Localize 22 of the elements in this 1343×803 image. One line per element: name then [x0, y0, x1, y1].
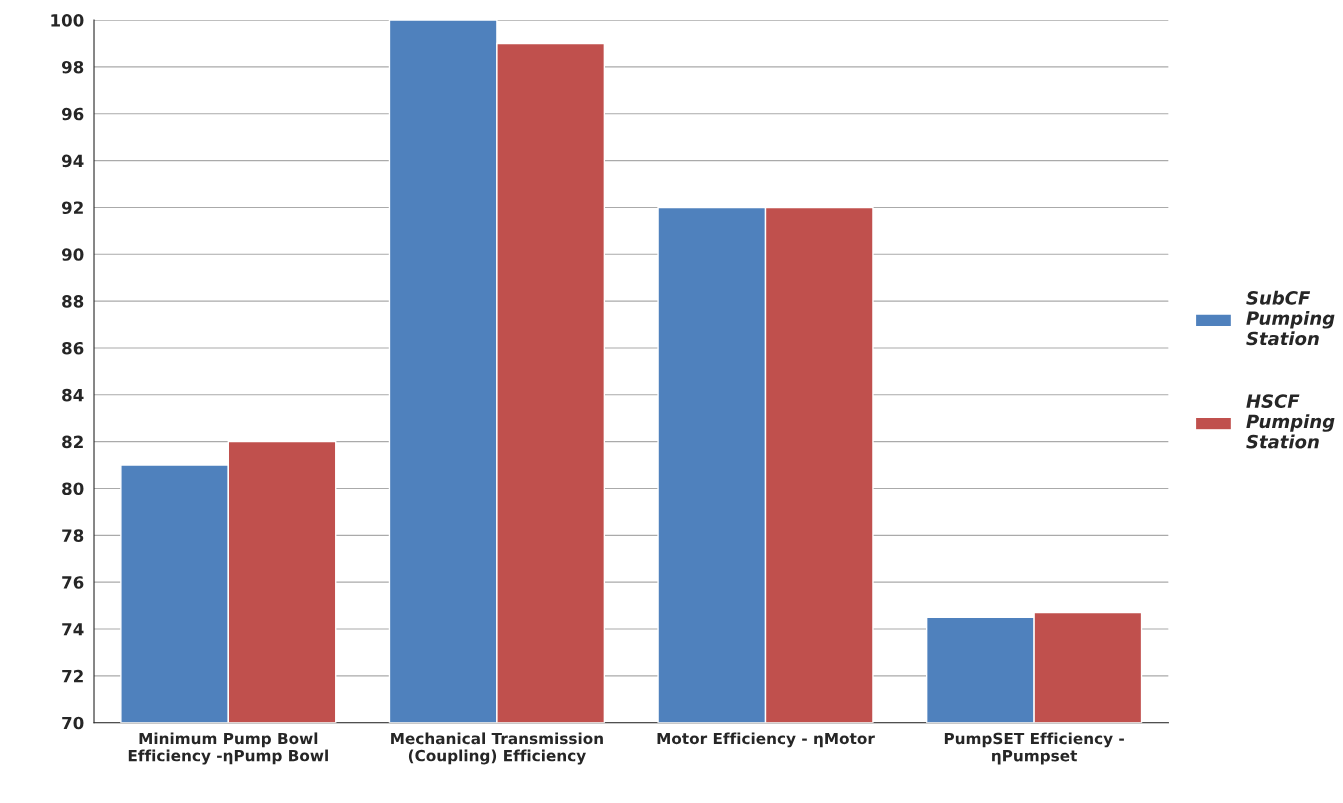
x-tick-label: Minimum Pump Bowl Efficiency -ηPump Bowl [128, 732, 328, 765]
y-tick-label: 84 [62, 388, 84, 402]
y-tick-label: 86 [62, 341, 84, 355]
y-tick-label: 76 [62, 576, 84, 589]
legend-label: SubCF Pumping Station [1246, 290, 1335, 346]
y-tick-label: 92 [61, 201, 83, 215]
y-tick-label: 94 [61, 154, 84, 168]
x-tick-label: PumpSET Efficiency - ηPumpset [944, 732, 1124, 765]
y-tick-label: 96 [61, 107, 84, 121]
x-tick-label: Mechanical Transmission (Coupling) Efficiency [391, 732, 603, 765]
y-tick-label: 90 [61, 248, 84, 261]
y-tick-label: 70 [62, 716, 84, 730]
y-tick-label: 98 [61, 60, 84, 74]
y-tick-label: 88 [62, 295, 84, 308]
y-tick-label: 82 [62, 435, 83, 449]
legend-label: HSCF Pumping Station [1246, 394, 1335, 449]
y-tick-label: 72 [62, 669, 83, 683]
y-tick-label: 100 [51, 14, 84, 27]
y-tick-label: 80 [62, 482, 84, 496]
y-tick-label: 78 [62, 529, 84, 542]
x-tick-label: Motor Efficiency - ηMotor [657, 732, 875, 748]
y-tick-label: 74 [62, 623, 84, 636]
